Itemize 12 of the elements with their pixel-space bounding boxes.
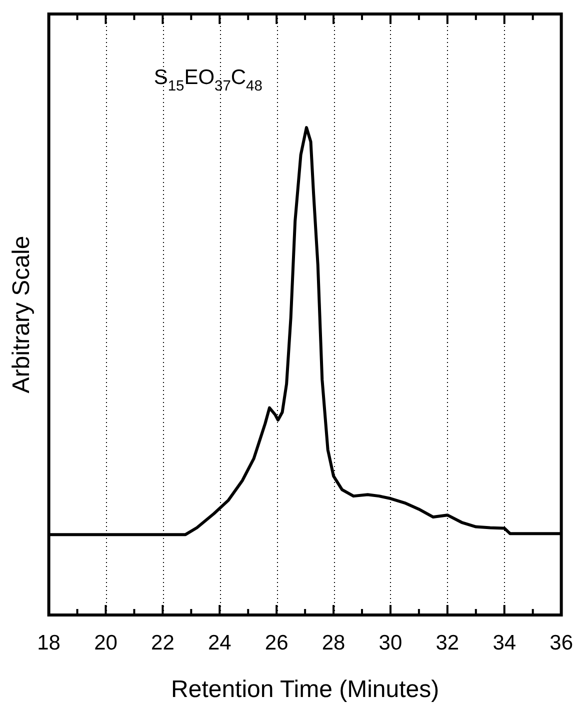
x-tick-label: 20	[94, 631, 118, 654]
x-tick-label: 18	[37, 631, 60, 654]
x-tick-label: 34	[492, 631, 516, 654]
x-tick-label: 32	[436, 631, 460, 654]
x-tick-label: 28	[322, 631, 346, 654]
x-axis-title: Retention Time (Minutes)	[171, 676, 440, 704]
y-axis-title: Arbitrary Scale	[8, 236, 36, 394]
x-tick-label: 36	[550, 631, 573, 654]
x-tick-label: 24	[208, 631, 232, 654]
x-tick-label: 22	[151, 631, 174, 654]
x-tick-label: 30	[378, 631, 402, 654]
x-tick-label: 26	[264, 631, 288, 654]
